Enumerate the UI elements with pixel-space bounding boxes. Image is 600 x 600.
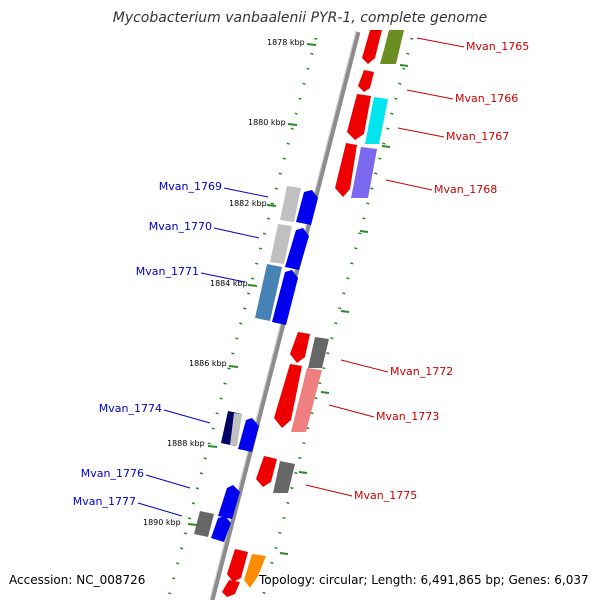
ruler-tick (187, 523, 198, 526)
accession-text: Accession: NC_008726 (9, 573, 146, 587)
gene-feature-blue[interactable] (296, 190, 318, 225)
gene-feature-steel[interactable] (255, 264, 282, 321)
gene-feature-blue[interactable] (238, 418, 259, 452)
ruler-tick (287, 123, 298, 126)
gene-feature-grey[interactable] (308, 337, 329, 368)
ruler-label: 1880 kbp (248, 118, 286, 127)
gene-feature-silver[interactable] (270, 224, 292, 264)
gene-feature-blue[interactable] (285, 228, 309, 270)
label-leader (385, 179, 433, 191)
ruler-label: 1888 kbp (167, 439, 205, 448)
gene-feature-red[interactable] (222, 580, 240, 597)
ruler-tick (399, 64, 409, 67)
label-leader (163, 409, 211, 424)
ruler-tick (266, 204, 277, 207)
gene-label[interactable]: Mvan_1773 (376, 410, 439, 423)
ruler-tick (359, 230, 369, 233)
gene-feature-blue[interactable] (218, 485, 240, 519)
gene-feature-red[interactable] (362, 30, 382, 64)
gene-label[interactable]: Mvan_1766 (455, 92, 518, 105)
label-leader (200, 272, 246, 283)
ruler-tick (320, 391, 330, 394)
ruler-label: 1890 kbp (143, 518, 181, 527)
gene-label[interactable]: Mvan_1775 (354, 489, 417, 502)
label-leader (328, 404, 375, 418)
gene-feature-pink[interactable] (291, 368, 322, 432)
ruler-tick (298, 471, 308, 474)
ruler-label: 1882 kbp (229, 199, 267, 208)
forward-labels: Mvan_1769 Mvan_1770 Mvan_1771 Mvan_1774 … (73, 180, 269, 517)
ruler-tick (228, 365, 239, 368)
gene-feature-blue[interactable] (272, 270, 298, 325)
gene-feature-red[interactable] (274, 364, 302, 428)
topology-text: Topology: circular; Length: 6,491,865 bp… (259, 573, 589, 587)
label-leader (223, 187, 269, 198)
gene-feature-silver[interactable] (230, 413, 242, 446)
label-leader (406, 89, 454, 100)
gene-label[interactable]: Mvan_1774 (99, 402, 162, 415)
gene-label[interactable]: Mvan_1772 (390, 365, 453, 378)
ruler-label: 1886 kbp (189, 359, 227, 368)
label-leader (397, 127, 445, 138)
gene-feature-red[interactable] (290, 332, 310, 363)
ruler-tick (279, 552, 289, 555)
reverse-strand-features (222, 30, 404, 597)
gene-feature-slate[interactable] (351, 147, 377, 198)
label-leader (416, 37, 465, 48)
ruler-tick (207, 445, 218, 448)
gene-label[interactable]: Mvan_1777 (73, 495, 136, 508)
gene-feature-grey[interactable] (194, 511, 214, 537)
ruler-tick (340, 310, 350, 313)
gene-feature-olive[interactable] (380, 30, 404, 64)
gene-feature-red[interactable] (335, 143, 357, 197)
ruler-tick (306, 43, 317, 46)
ruler-tick (381, 145, 391, 148)
forward-strand-features (194, 186, 318, 542)
ruler-track-left (166, 37, 318, 600)
gene-feature-blue[interactable] (211, 516, 231, 542)
gene-feature-grey[interactable] (273, 461, 295, 493)
gene-label[interactable]: Mvan_1771 (136, 265, 199, 278)
gene-feature-red[interactable] (227, 549, 248, 582)
gene-label[interactable]: Mvan_1765 (466, 40, 529, 53)
ruler: 1878 kbp 1880 kbp 1882 kbp 1884 kbp 1886… (143, 38, 409, 555)
genome-title: Mycobacterium vanbaalenii PYR-1, complet… (112, 10, 488, 26)
ruler-tick (247, 284, 258, 287)
ruler-label: 1878 kbp (267, 38, 305, 47)
gene-feature-orange[interactable] (244, 554, 266, 588)
label-leader (305, 484, 353, 497)
label-leader (213, 227, 260, 239)
reverse-labels: Mvan_1765 Mvan_1766 Mvan_1767 Mvan_1768 … (305, 37, 529, 502)
gene-feature-silver[interactable] (280, 186, 301, 222)
gene-label[interactable]: Mvan_1768 (434, 183, 497, 196)
gene-feature-red[interactable] (358, 70, 374, 92)
label-leader (145, 474, 191, 489)
ruler-label: 1884 kbp (210, 279, 248, 288)
gene-label[interactable]: Mvan_1776 (81, 467, 144, 480)
gene-label[interactable]: Mvan_1767 (446, 130, 509, 143)
label-leader (340, 359, 389, 373)
gene-label[interactable]: Mvan_1770 (149, 220, 212, 233)
gene-feature-red[interactable] (347, 94, 371, 140)
gene-feature-cyan[interactable] (365, 97, 388, 144)
gene-feature-red[interactable] (256, 456, 277, 487)
gene-label[interactable]: Mvan_1769 (159, 180, 222, 193)
label-leader (137, 502, 183, 517)
